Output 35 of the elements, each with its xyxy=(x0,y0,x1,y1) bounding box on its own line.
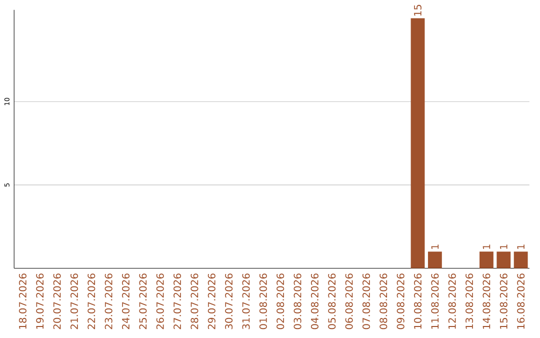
x-tick-label: 04.08.2026 xyxy=(310,274,318,330)
x-tick-label: 08.08.2026 xyxy=(380,274,388,330)
x-tick-label: 26.07.2026 xyxy=(156,274,164,330)
x-tick-label: 24.07.2026 xyxy=(122,274,130,330)
x-tick-label: 01.08.2026 xyxy=(259,274,267,330)
x-tick-label: 23.07.2026 xyxy=(104,274,112,330)
x-tick-label: 16.08.2026 xyxy=(517,274,525,329)
data-label: 1 xyxy=(517,244,524,249)
x-tick-label: 30.07.2026 xyxy=(225,274,233,330)
x-tick-label: 25.07.2026 xyxy=(139,274,147,330)
x-tick-label: 13.08.2026 xyxy=(466,274,474,329)
x-tick-label: 06.08.2026 xyxy=(345,274,353,330)
x-tick-label: 15.08.2026 xyxy=(500,274,508,329)
x-tick-label: 31.07.2026 xyxy=(242,274,250,330)
x-tick-label: 09.08.2026 xyxy=(396,274,404,330)
x-tick-label: 27.07.2026 xyxy=(174,274,182,330)
x-tick-label: 10.08.2026 xyxy=(414,274,422,329)
x-tick-label: 28.07.2026 xyxy=(190,274,198,330)
data-label: 1 xyxy=(482,244,490,249)
x-tick-label: 19.07.2026 xyxy=(36,274,44,329)
x-tick-label: 02.08.2026 xyxy=(276,274,284,330)
data-label: 15 xyxy=(414,5,422,16)
x-tick-label: 18.07.2026 xyxy=(18,274,26,329)
x-tick-label: 29.07.2026 xyxy=(208,274,216,330)
x-tick-label: 12.08.2026 xyxy=(448,274,456,329)
x-tick-label: 21.07.2026 xyxy=(70,274,78,330)
x-tick-label: 11.08.2026 xyxy=(431,274,439,329)
x-tick-label: 03.08.2026 xyxy=(294,274,302,330)
x-tick-label: 20.07.2026 xyxy=(53,274,61,330)
x-tick-label: 07.08.2026 xyxy=(362,274,370,330)
x-tick-label: 14.08.2026 xyxy=(482,274,490,329)
data-label: 1 xyxy=(431,244,439,249)
x-tick-label: 22.07.2026 xyxy=(88,274,96,330)
data-label: 1 xyxy=(500,244,508,249)
x-tick-label: 05.08.2026 xyxy=(328,274,336,330)
